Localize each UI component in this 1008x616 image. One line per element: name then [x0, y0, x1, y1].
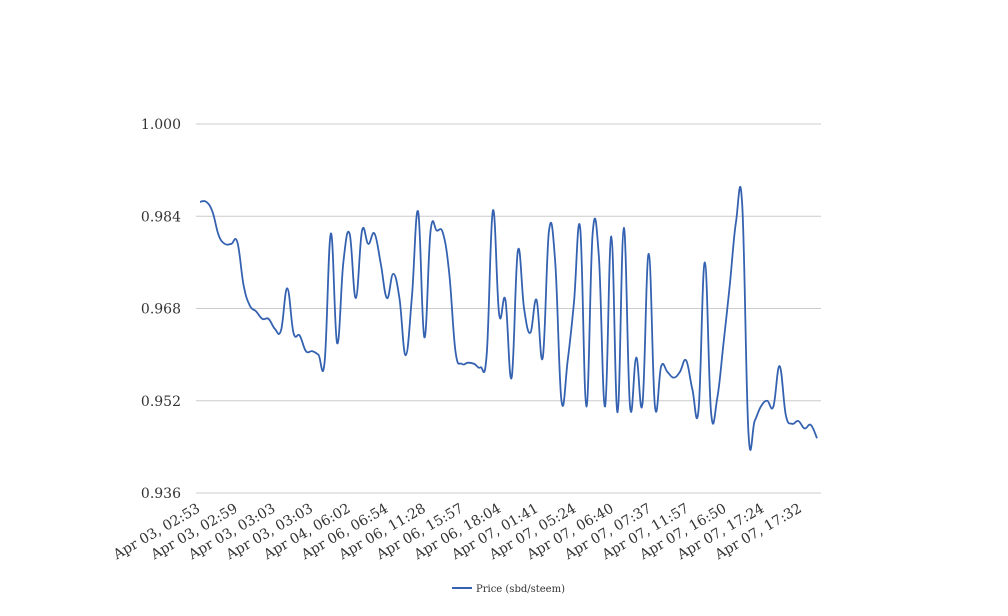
series-line[interactable] — [199, 186, 818, 451]
legend-label: Price (sbd/steem) — [476, 584, 565, 595]
series-layer — [199, 186, 818, 451]
y-tick-label: 0.936 — [141, 486, 181, 502]
y-tick-label: 0.984 — [141, 209, 181, 225]
y-tick-label: 1.000 — [141, 117, 181, 133]
legend[interactable]: Price (sbd/steem) — [452, 584, 565, 595]
y-tick-label: 0.952 — [141, 394, 181, 410]
y-axis-ticks: 1.000 0.984 0.968 0.952 0.936 — [141, 117, 181, 502]
y-tick-label: 0.968 — [141, 302, 181, 318]
